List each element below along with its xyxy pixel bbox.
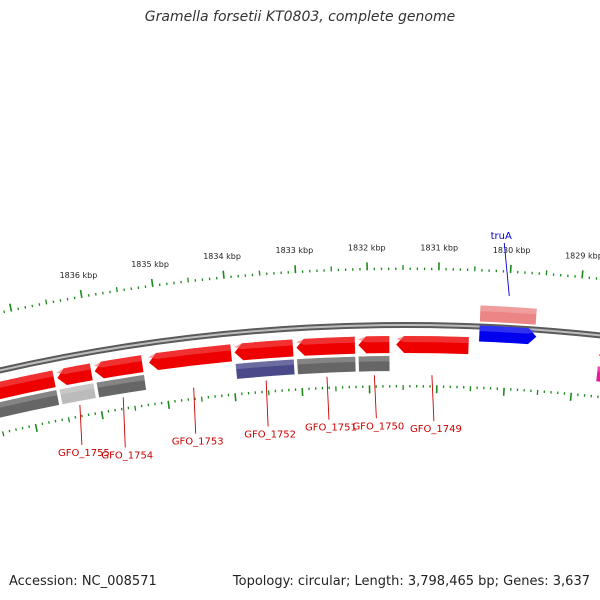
gene-label: GFO_1754: [101, 450, 153, 461]
ruler-labels: 1836 kbp 1835 kbp 1834 kbp 1833 kbp 1832 kbp…: [60, 243, 600, 280]
ruler-label: 1830 kbp: [493, 246, 531, 255]
cds-gfo-1752-bevel: [234, 339, 293, 350]
cog-partial-left-bevel: [0, 390, 58, 408]
cog-block-bevel: [59, 383, 95, 395]
backbone-highlight: [0, 324, 600, 372]
cog-block-bevel: [358, 356, 390, 362]
cds-gfo-1749: [396, 336, 469, 355]
ruler-label: 1831 kbp: [420, 243, 458, 252]
cog-block: [59, 383, 96, 405]
ruler-tick: [581, 270, 584, 279]
accession-text: Accession: NC_008571: [9, 574, 157, 589]
label-leader: [373, 375, 377, 419]
cog-block: [297, 356, 356, 375]
cds-gfo-1750-bevel: [358, 336, 390, 343]
cds-gfo-1755: [56, 363, 93, 386]
gene-label: truA: [491, 231, 512, 242]
ruler-tick: [48, 421, 50, 424]
ruler-label: 1834 kbp: [203, 252, 241, 261]
ruler-label: 1829 kbp: [565, 251, 600, 260]
cog-block-bevel: [96, 375, 145, 388]
ruler-tick: [9, 303, 13, 312]
label-leader: [193, 387, 197, 434]
cog-block: [235, 359, 295, 379]
label-leader: [326, 376, 330, 420]
ruler-tick: [234, 393, 237, 402]
cds-trua-bevel: [480, 305, 537, 315]
cds-gfo-1749-bevel: [396, 336, 469, 344]
label-leaders: [79, 242, 510, 448]
cds-partial-left-bevel: [0, 370, 54, 388]
label-leader: [79, 404, 83, 445]
ruler-tick: [167, 400, 171, 409]
ruler-tick: [150, 278, 154, 288]
ruler-tick: [3, 310, 6, 314]
gene-label: GFO_1750: [352, 421, 404, 432]
label-leader: [265, 380, 269, 427]
label-leader: [503, 242, 510, 296]
ruler-label: 1836 kbp: [60, 271, 98, 280]
ruler-tick: [115, 287, 118, 293]
feature-tracks: [0, 305, 600, 418]
rna-block-bevel: [479, 325, 537, 334]
cds-gfo-1752: [234, 339, 294, 361]
cog-partial-left: [0, 390, 60, 418]
cog-block-bevel: [235, 359, 294, 370]
ruler-tick: [67, 417, 71, 423]
topology-text: Topology: circular; Length: 3,798,465 bp…: [232, 574, 590, 589]
rna-block: [479, 325, 537, 345]
ruler-tick: [45, 299, 48, 305]
ruler-tick: [24, 306, 27, 309]
cds-trua: [479, 305, 537, 325]
cog-partial-right-bevel: [597, 366, 600, 372]
ruler-tick: [28, 425, 31, 429]
gene-label: GFO_1751: [305, 423, 357, 434]
ruler-tick: [79, 289, 83, 299]
cog-block: [358, 356, 390, 372]
ruler-tick: [200, 396, 203, 402]
ruler-tick: [1, 431, 5, 437]
cog-partial-right: [596, 366, 600, 382]
cds-gfo-1755-bevel: [56, 363, 91, 375]
gene-label: GFO_1749: [410, 424, 462, 435]
gene-label: GFO_1752: [244, 429, 296, 440]
cds-gfo-1754: [93, 355, 144, 379]
gene-label: GFO_1755: [58, 448, 110, 459]
cds-partial-left: [0, 370, 56, 400]
ruler-tick: [187, 277, 189, 283]
ruler-tick: [17, 307, 20, 311]
cog-block-bevel: [297, 356, 356, 365]
cds-gfo-1753-bevel: [148, 344, 231, 360]
cds-gfo-1750: [358, 336, 390, 354]
cds-gfo-1751: [296, 336, 356, 356]
cds-gfo-1753: [148, 344, 232, 370]
ruler-label: 1835 kbp: [131, 260, 169, 269]
ruler-label: 1832 kbp: [348, 243, 386, 252]
ruler-tick: [222, 270, 225, 279]
cds-gfo-1751-bevel: [296, 336, 355, 345]
label-leader: [122, 397, 126, 448]
map-title: Gramella forsetii KT0803, complete genom…: [144, 9, 456, 25]
ruler-tick: [41, 422, 44, 426]
cog-block: [96, 375, 147, 398]
ruler-tick: [15, 428, 17, 431]
ruler-tick: [134, 405, 137, 411]
ruler-tick: [21, 426, 24, 430]
inner-tick-ruler: [1, 385, 599, 437]
ruler-tick: [569, 392, 573, 401]
label-leader: [431, 375, 435, 422]
ruler-tick: [34, 423, 38, 432]
ruler-tick: [8, 429, 11, 433]
ruler-tick: [100, 411, 104, 420]
outer-tick-ruler: [3, 262, 598, 314]
ruler-label: 1833 kbp: [275, 246, 313, 255]
gene-label: GFO_1753: [172, 437, 224, 448]
backbone: [0, 322, 600, 374]
cds-gfo-1754-bevel: [93, 355, 142, 368]
